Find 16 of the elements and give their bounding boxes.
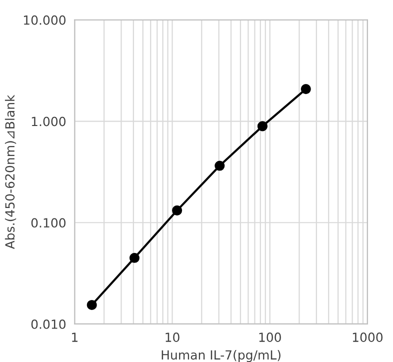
y-tick-label: 1.000 <box>32 116 66 126</box>
point <box>86 300 97 310</box>
x-tick-label: 1000 <box>352 332 383 342</box>
x-tick-label: 100 <box>259 332 281 342</box>
x-tick-label: 10 <box>166 332 180 342</box>
y-tick-label: 10.000 <box>24 15 66 25</box>
point <box>300 84 311 94</box>
y-tick-label: 0.010 <box>31 319 66 329</box>
y-tick-label: 0.100 <box>31 218 66 228</box>
point <box>129 252 140 263</box>
point <box>214 160 225 171</box>
x-tick-label: 1 <box>72 332 78 342</box>
x-axis-title: Human IL-7(pg/mL) <box>162 350 280 362</box>
point <box>257 121 268 132</box>
y-axis-title: Abs.(450-620nm)⊿Blank <box>4 94 16 250</box>
point <box>172 205 182 216</box>
